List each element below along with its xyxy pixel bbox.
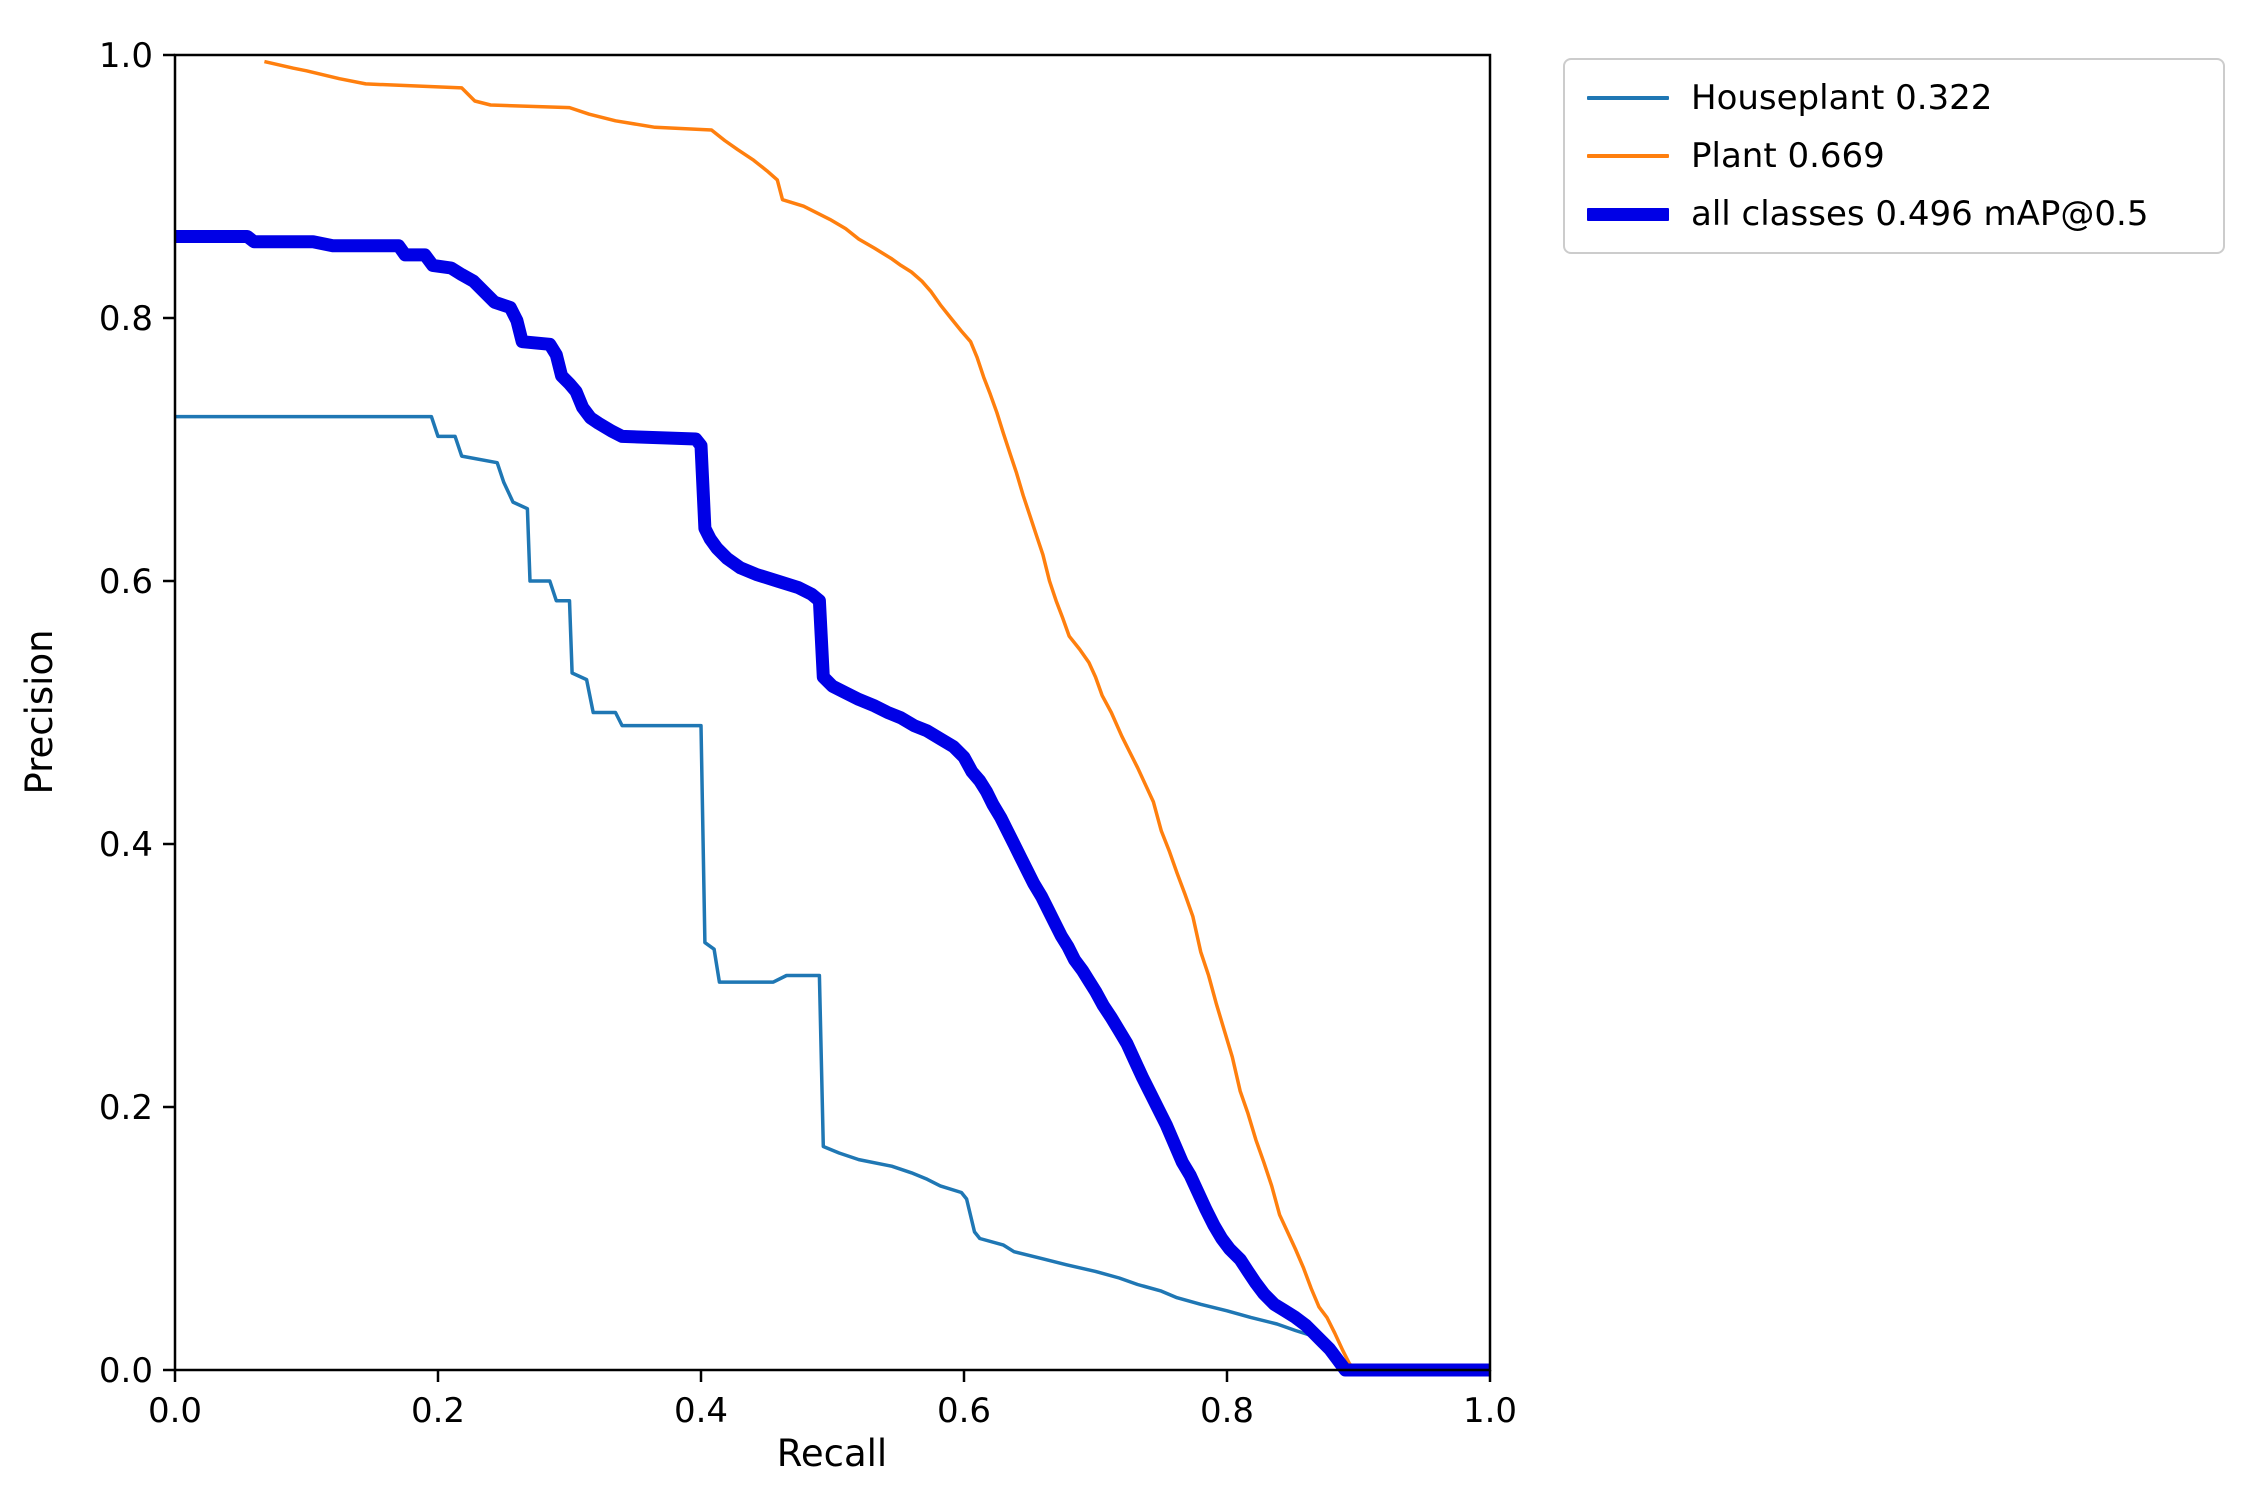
y-tick-label: 0.2: [99, 1088, 153, 1128]
x-axis-label: Recall: [777, 1432, 887, 1475]
legend-label: Houseplant 0.322: [1691, 78, 1993, 118]
legend: Houseplant 0.322 Plant 0.669 all classes 0…: [1563, 58, 2225, 254]
x-tick-label: 0.4: [674, 1391, 728, 1431]
legend-line-sample: [1587, 207, 1669, 221]
series-line-0: [175, 414, 1341, 1371]
x-tick-label: 0.8: [1200, 1391, 1254, 1431]
y-tick-label: 0.0: [99, 1351, 153, 1391]
series-line-1: [264, 59, 1356, 1372]
legend-label: all classes 0.496 mAP@0.5: [1691, 194, 2149, 234]
y-tick-label: 1.0: [99, 36, 153, 76]
legend-entry: Plant 0.669: [1587, 134, 2201, 178]
y-axis-label: Precision: [18, 629, 61, 794]
x-tick-label: 1.0: [1463, 1391, 1517, 1431]
plot-area: 0.0 0.2 0.4 0.6 0.8 1.0 0.0 0.2 0.4 0.6 0.8 1.0: [99, 36, 1517, 1431]
series-line-2: [175, 230, 1490, 1377]
legend-line-sample: [1587, 154, 1669, 158]
x-tick-label: 0.2: [411, 1391, 465, 1431]
y-tick-label: 0.4: [99, 825, 153, 865]
legend-label: Plant 0.669: [1691, 136, 1885, 176]
x-tick-label: 0.6: [937, 1391, 991, 1431]
y-tick-label: 0.6: [99, 562, 153, 602]
legend-entry: all classes 0.496 mAP@0.5: [1587, 192, 2201, 236]
legend-line-sample: [1587, 96, 1669, 100]
y-tick-label: 0.8: [99, 299, 153, 339]
x-tick-label: 0.0: [148, 1391, 202, 1431]
legend-entry: Houseplant 0.322: [1587, 76, 2201, 120]
axes-box: [173, 53, 1492, 1372]
